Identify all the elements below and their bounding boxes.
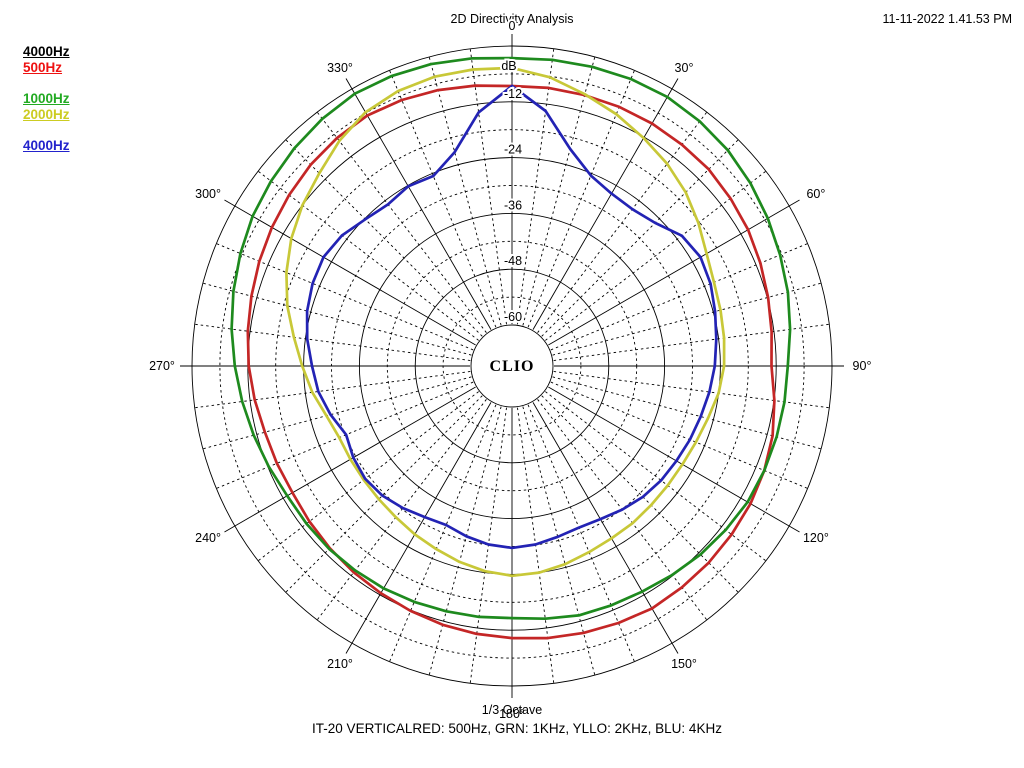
page-title: 2D Directivity Analysis	[450, 12, 574, 26]
grid-spoke-dashed	[389, 70, 497, 328]
grid-spoke-dashed	[257, 391, 479, 562]
db-ring-label--24: -24	[504, 143, 522, 157]
grid-spoke-dashed	[389, 404, 497, 662]
grid-spoke-dashed	[537, 111, 708, 333]
grid-spoke-dashed	[550, 243, 808, 351]
grid-spoke-dashed	[202, 282, 472, 356]
grid-spoke-dashed	[428, 406, 502, 676]
grid-spoke-dashed	[541, 395, 739, 593]
db-unit-label: dB	[501, 59, 516, 73]
grid-spoke-dashed	[527, 404, 635, 662]
angle-label-180: 180°	[499, 707, 525, 721]
grid-spoke-dashed	[545, 391, 767, 562]
legend-item-4-4000hz: 4000Hz	[23, 138, 70, 153]
angle-label-270: 270°	[149, 359, 175, 373]
legend-item-0-4000hz: 4000Hz	[23, 44, 70, 59]
db-ring-label--60: -60	[504, 310, 522, 324]
grid-spoke-dashed	[194, 371, 471, 409]
grid-spoke-solid	[224, 199, 476, 346]
grid-spoke-solid	[548, 386, 800, 533]
clio-logo: CLIO	[490, 358, 535, 375]
grid-spoke-dashed	[285, 395, 483, 593]
grid-spoke-dashed	[428, 56, 502, 326]
legend-item-1-500hz: 500Hz	[23, 59, 63, 75]
grid-spoke-dashed	[316, 399, 487, 621]
bandwidth-label: 1/3 Octave	[481, 703, 543, 717]
curve-red-500hz	[246, 84, 776, 640]
curve-green-1khz	[230, 56, 792, 621]
angle-label-240: 240°	[195, 531, 221, 545]
angle-label-90: 90°	[853, 359, 872, 373]
timestamp: 11-11-2022 1.41.53 PM	[882, 12, 1013, 26]
legend-item-2-1000hz: 1000Hz	[23, 91, 70, 106]
grid-spoke-dashed	[517, 48, 555, 325]
db-ring-label--36: -36	[504, 198, 522, 212]
angle-label-30: 30°	[675, 61, 694, 75]
angle-label-150: 150°	[671, 657, 697, 671]
grid-spoke-solid	[345, 78, 492, 330]
legend-item-3-2000hz: 2000Hz	[23, 106, 70, 122]
grid-spoke-dashed	[194, 323, 471, 361]
angle-label-0: 0	[509, 19, 516, 33]
db-ring-label--12: -12	[504, 87, 522, 101]
grid-spoke-dashed	[285, 139, 483, 337]
curve-blue-4khz	[305, 84, 718, 550]
grid-spoke-solid	[345, 402, 492, 654]
grid-spoke-dashed	[541, 139, 739, 337]
grid-spoke-dashed	[202, 376, 472, 450]
angle-label-210: 210°	[327, 657, 353, 671]
measurement-caption: IT-20 VERTICALRED: 500Hz, GRN: 1KHz, YLL…	[312, 721, 722, 736]
curve-legend: 4000Hz 500Hz 1000Hz 2000Hz 4000Hz	[23, 44, 70, 154]
angle-label-60: 60°	[806, 187, 825, 201]
angle-label-330: 330°	[327, 61, 353, 75]
grid-spoke-dashed	[545, 170, 767, 341]
angle-label-120: 120°	[803, 531, 829, 545]
grid-spoke-dashed	[552, 282, 822, 356]
grid-spoke-dashed	[553, 323, 830, 361]
grid-ring-solid	[470, 324, 554, 408]
grid-spoke-dashed	[216, 381, 474, 489]
grid-spoke-dashed	[257, 170, 479, 341]
grid-spoke-dashed	[550, 381, 808, 489]
grid-spoke-dashed	[522, 56, 596, 326]
db-ring-label--48: -48	[504, 254, 522, 268]
curve-yellow-2khz	[285, 66, 726, 578]
grid-spoke-solid	[532, 78, 679, 330]
angle-label-300: 300°	[195, 187, 221, 201]
grid-spoke-solid	[548, 199, 800, 346]
grid-spoke-dashed	[522, 406, 596, 676]
grid-spoke-dashed	[216, 243, 474, 351]
grid-spoke-dashed	[469, 48, 507, 325]
grid-spoke-solid	[532, 402, 679, 654]
grid-spoke-dashed	[316, 111, 487, 333]
